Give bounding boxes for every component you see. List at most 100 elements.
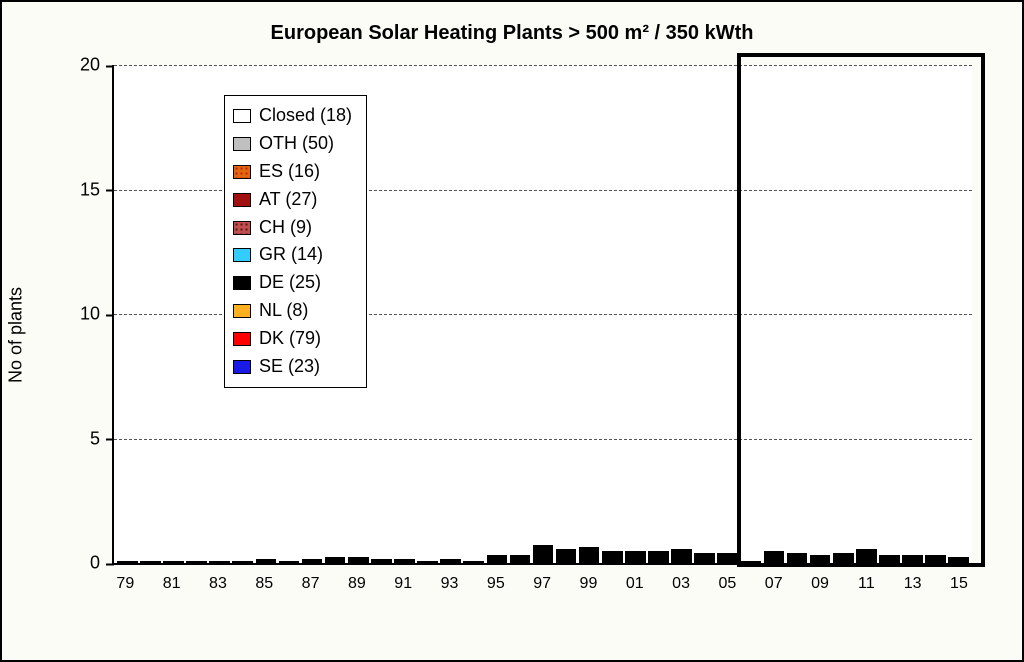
x-tick: 79 [115,571,136,593]
bar-06 [741,561,762,563]
legend-label: SE (23) [259,353,320,381]
x-tick: 01 [624,571,645,593]
seg-Closed [117,561,138,563]
seg-DK [625,561,646,563]
bar-05 [717,553,738,563]
bar-01 [625,551,646,563]
legend-row-CH: CH (9) [233,214,352,242]
x-tick: 89 [347,571,368,593]
x-tick [370,571,391,593]
gridline [114,439,972,440]
legend-label: GR (14) [259,241,323,269]
legend-label: DK (79) [259,325,321,353]
seg-SE [902,561,923,563]
seg-DE [717,561,738,563]
x-tick [694,571,715,593]
chart-frame: European Solar Heating Plants > 500 m² /… [0,0,1024,662]
legend-swatch [233,332,251,346]
x-tick [879,571,900,593]
bar-14 [925,555,946,563]
bar-95 [487,555,508,563]
seg-Closed [140,561,161,563]
seg-DK [440,561,461,563]
plot-area: Closed (18)OTH (50)ES (16)AT (27)CH (9)G… [112,65,972,565]
x-tick: 11 [856,571,877,593]
seg-DK [810,561,831,563]
seg-OTH [741,561,762,563]
chart-title: European Solar Heating Plants > 500 m² /… [20,22,1004,45]
bar-10 [833,553,854,563]
bar-97 [533,545,554,563]
bar-02 [648,551,669,563]
bar-00 [602,551,623,563]
x-tick: 15 [949,571,970,593]
bar-89 [348,557,369,563]
x-tick [184,571,205,593]
bar-08 [787,553,808,563]
seg-SE [302,561,323,563]
x-tick [740,571,761,593]
bar-83 [209,561,230,563]
legend-label: Closed (18) [259,102,352,130]
legend-row-ES: ES (16) [233,158,352,186]
y-tick: 20 [80,55,114,76]
seg-DE [463,561,484,563]
seg-SE [417,561,438,563]
x-tick [323,571,344,593]
x-tick: 99 [578,571,599,593]
x-tick [138,571,159,593]
seg-Closed [186,561,207,563]
legend-row-Closed: Closed (18) [233,102,352,130]
y-tick: 15 [80,179,114,200]
seg-GR [279,561,300,563]
bar-94 [463,561,484,563]
x-tick: 03 [671,571,692,593]
x-tick [416,571,437,593]
bar-09 [810,555,831,563]
x-tick [231,571,252,593]
bar-04 [694,553,715,563]
bar-87 [302,559,323,563]
legend-row-AT: AT (27) [233,186,352,214]
x-tick: 85 [254,571,275,593]
legend-swatch [233,276,251,290]
x-tick: 81 [161,571,182,593]
legend-row-NL: NL (8) [233,297,352,325]
x-tick [555,571,576,593]
bar-93 [440,559,461,563]
legend-swatch [233,304,251,318]
legend-label: NL (8) [259,297,308,325]
x-tick: 97 [532,571,553,593]
legend-label: OTH (50) [259,130,334,158]
bar-79 [117,561,138,563]
legend-swatch [233,137,251,151]
legend-row-OTH: OTH (50) [233,130,352,158]
x-tick: 05 [717,571,738,593]
bar-85 [256,559,277,563]
seg-SE [533,561,554,563]
bar-82 [186,561,207,563]
legend-row-DK: DK (79) [233,325,352,353]
seg-SE [556,561,577,563]
bar-03 [671,549,692,563]
seg-DK [925,561,946,563]
y-tick: 5 [90,428,114,449]
bar-96 [510,555,531,563]
seg-SE [394,561,415,563]
bar-99 [579,547,600,563]
gridline [114,65,972,66]
seg-SE [764,561,785,563]
seg-DK [694,561,715,563]
x-axis-labels: 79818385878991939597990103050709111315 [112,571,972,593]
bar-07 [764,551,785,563]
x-tick: 13 [902,571,923,593]
x-tick: 91 [393,571,414,593]
seg-SE [948,561,969,563]
x-tick [509,571,530,593]
x-tick [787,571,808,593]
legend: Closed (18)OTH (50)ES (16)AT (27)CH (9)G… [224,95,367,388]
legend-row-SE: SE (23) [233,353,352,381]
bar-91 [394,559,415,563]
bar-15 [948,557,969,563]
legend-row-GR: GR (14) [233,241,352,269]
